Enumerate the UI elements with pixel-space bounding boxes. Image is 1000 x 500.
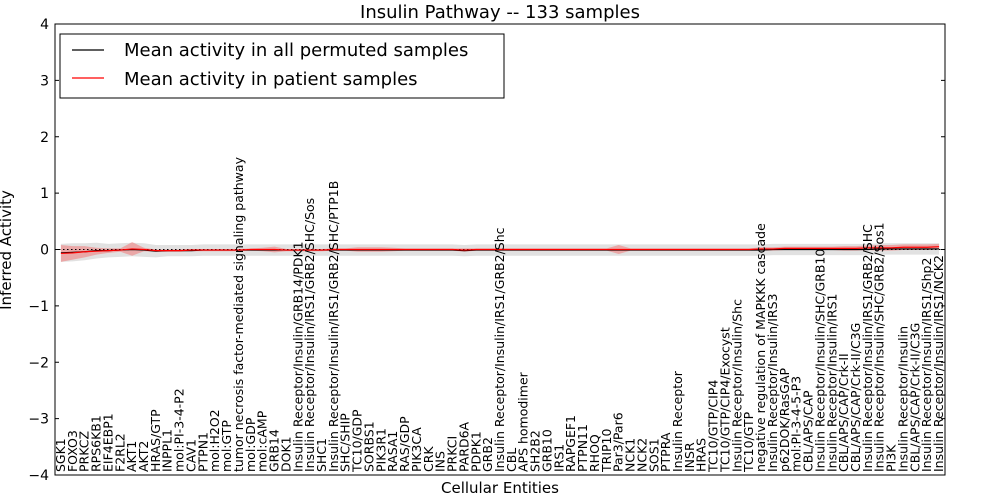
x-category-label: mol:PI-3-4-5-P3	[789, 376, 804, 472]
x-category-label: RASA1	[385, 431, 400, 472]
x-category-label: mol:GTP	[219, 420, 234, 472]
x-category-label: PRKCI	[445, 436, 460, 472]
x-category-label: PI3K	[884, 444, 899, 472]
x-category-label: CBL/APS/CAP/Crk-II	[836, 353, 851, 472]
x-category-label: CBL/APS/CAP	[801, 390, 816, 472]
x-category-label: mol:GDP	[243, 417, 258, 472]
x-category-label: FOXO3	[65, 430, 80, 472]
x-category-label: CBL	[504, 448, 519, 472]
x-category-label: GRB14	[267, 429, 282, 472]
x-category-label: Insulin Receptor/Insulin/IRS1/NCK2	[931, 255, 946, 472]
x-category-label: PDPK1	[468, 431, 483, 472]
x-category-label: SHC/SHIP	[338, 413, 353, 472]
chart-title: Insulin Pathway -- 133 samples	[360, 2, 640, 23]
x-category-label: RAS/GDP	[397, 416, 412, 472]
x-category-label: PRKCZ	[77, 431, 92, 472]
x-category-label: TC10/GTP	[741, 411, 756, 473]
x-category-label: INS	[433, 451, 448, 472]
x-category-label: SOS1	[646, 438, 661, 472]
x-category-label: GRB10	[539, 429, 554, 472]
x-category-label: APS homodimer	[516, 371, 531, 472]
x-category-label: RHOQ	[587, 434, 602, 472]
x-category-label: CRK	[421, 446, 436, 472]
x-category-label: SORBS1	[361, 421, 376, 472]
plot-area: −4 −3 −2 −1 0 1 2 3 4 SGK1FOXO3PRKCZRPS6KB1EIF4EB…	[28, 17, 946, 484]
y-tick-label: 0	[40, 243, 49, 259]
x-category-label: CBL/APS/CAP/Crk-II/C3G	[848, 323, 863, 472]
x-category-label: mol:cAMP	[255, 410, 270, 472]
x-category-label: Insulin Receptor/Insulin/IRS1/GRB2/Shc	[492, 227, 507, 472]
x-category-label: SHC1	[314, 438, 329, 472]
y-tick-label: −1	[28, 299, 49, 315]
x-axis-title: Cellular Entities	[441, 479, 559, 497]
x-category-label: DOK1	[278, 436, 293, 472]
x-category-label: SGK1	[53, 438, 68, 472]
x-category-label: PTPN1	[195, 432, 210, 472]
x-category-label: RPS6KB1	[89, 415, 104, 472]
legend-box	[59, 33, 505, 99]
y-tick-label: 3	[40, 73, 49, 89]
x-category-label: NCK2	[634, 438, 649, 472]
x-category-label: mol:PI-3-4-P2	[172, 388, 187, 472]
x-category-label: TRIP10	[599, 429, 614, 473]
legend: Mean activity in all permuted samples Me…	[59, 33, 505, 99]
x-category-label: p62DOK/RasGAP	[777, 367, 792, 472]
band-series-0	[60, 242, 940, 262]
x-category-label: Insulin Receptor/Insulin/IRS3	[765, 294, 780, 472]
x-category-label: Insulin Receptor/Insulin/Shc	[729, 299, 744, 472]
y-axis-title: Inferred Activity	[0, 190, 15, 310]
x-category-label: INPPL1	[160, 429, 175, 472]
x-category-label: Insulin Receptor/Insulin/GRB14/PDK1	[290, 241, 305, 472]
x-category-label: HRAS/GTP	[148, 409, 163, 472]
x-category-label: TC10/GDP	[350, 409, 365, 473]
x-category-label: Insulin Receptor/Insulin/SHC/GRB10	[812, 249, 827, 472]
x-category-label: TC10/GTP/CIP4/Exocyst	[717, 327, 732, 473]
x-category-label: Insulin Receptor/Insulin/SHC/GRB2/Sos1	[872, 222, 887, 472]
x-category-label: PIK3CA	[409, 427, 424, 472]
x-category-label: F2RL2	[112, 433, 127, 472]
x-category-label: PTPRA	[658, 432, 673, 472]
x-category-label: PIK3R1	[373, 428, 388, 472]
x-category-label: AKT1	[124, 441, 139, 472]
y-tick-label: −3	[28, 412, 49, 428]
x-category-label: CBL/APS/CAP/Crk-II/C3G	[907, 323, 922, 472]
x-category-label: Insulin Receptor/Insulin/IRS1/Shp2	[919, 258, 934, 472]
y-tick-label: −4	[28, 468, 49, 484]
x-category-label: PARD6A	[456, 421, 471, 472]
x-category-label: negative regulation of MAPKKK cascade	[753, 223, 768, 472]
x-category-label: RAPGEF1	[563, 415, 578, 472]
x-category-label: CAV1	[183, 439, 198, 472]
x-category-label: IRS1	[551, 444, 566, 472]
x-category-label: HRAS	[694, 438, 709, 472]
x-category-label: Insulin Receptor/Insulin/IRS1/GRB2/SHC/S…	[302, 198, 317, 472]
legend-label-permuted: Mean activity in all permuted samples	[124, 40, 468, 61]
plot-frame	[54, 23, 946, 476]
line-series-1	[60, 246, 940, 255]
y-tick-label: −2	[28, 355, 49, 371]
x-category-label: mol:H2O2	[207, 409, 222, 472]
x-category-label: SH2B2	[528, 430, 543, 472]
x-category-label: EIF4EBP1	[100, 413, 115, 472]
x-category-label: Insulin Receptor/Insulin	[895, 326, 910, 472]
x-category-label: NCK1	[623, 438, 638, 472]
x-category-label: Insulin Receptor/Insulin/IRS1/GRB2/SHC	[860, 224, 875, 472]
x-category-label: Par3/Par6	[611, 412, 626, 472]
x-category-label: TC10/GTP/CIP4	[706, 380, 721, 473]
x-category-label: PTPN11	[575, 424, 590, 472]
x-category-label: AKT2	[136, 441, 151, 472]
y-tick-label: 2	[40, 130, 49, 146]
x-category-label: Insulin Receptor	[670, 370, 685, 472]
x-category-label: Insulin Receptor/Insulin/IRS1	[824, 294, 839, 472]
legend-label-patient: Mean activity in patient samples	[124, 69, 418, 90]
x-category-label: INSR	[682, 442, 697, 472]
y-tick-label: 1	[40, 186, 49, 202]
x-category-label: GRB2	[480, 437, 495, 472]
x-category-label: tumor necrosis factor-mediated signaling…	[231, 156, 246, 472]
y-tick-label: 4	[40, 17, 49, 33]
x-category-label: Insulin Receptor/Insulin/IRS1/GRB2/SHC/P…	[326, 181, 341, 472]
